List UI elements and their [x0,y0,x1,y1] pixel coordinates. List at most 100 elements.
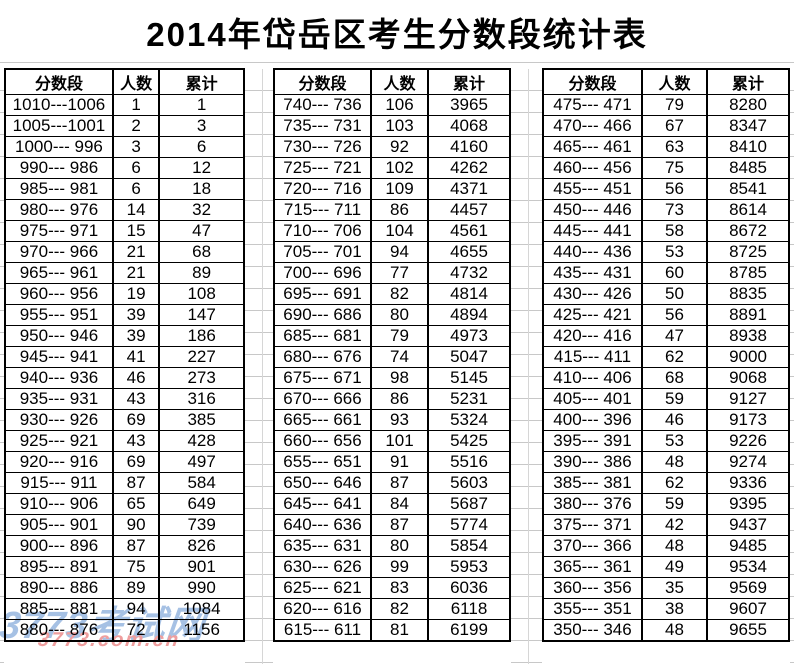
table-row: 650--- 646 87 5603 [273,472,511,494]
count-cell: 79 [370,325,429,347]
count-cell: 43 [111,430,161,452]
count-cell: 72 [111,619,161,642]
table-row: 965--- 961 21 89 [4,262,245,284]
col-header-cumulative: 累计 [158,68,245,95]
score-range-cell: 475--- 471 [542,94,643,116]
table-row: 940--- 936 46 273 [4,367,245,389]
table-row: 925--- 921 43 428 [4,430,245,452]
score-range-cell: 955--- 951 [4,304,114,326]
count-cell: 39 [111,304,161,326]
col-header-score-range: 分数段 [542,68,643,95]
table-row: 730--- 726 92 4160 [273,136,511,158]
col-header-count: 人数 [370,68,429,95]
cumulative-cell: 497 [158,451,245,473]
table-row: 890--- 886 89 990 [4,577,245,599]
count-cell: 99 [370,556,429,578]
score-range-cell: 885--- 881 [4,598,114,620]
count-cell: 94 [111,598,161,620]
table-row: 660--- 656 101 5425 [273,430,511,452]
score-range-cell: 930--- 926 [4,409,114,431]
score-range-cell: 460--- 456 [542,157,643,179]
count-cell: 21 [111,241,161,263]
count-cell: 86 [370,199,429,221]
table-row: 385--- 381 62 9336 [542,472,790,494]
score-range-cell: 645--- 641 [273,493,372,515]
cumulative-cell: 5687 [427,493,511,515]
col-header-cumulative: 累计 [427,68,511,95]
cumulative-cell: 6118 [427,598,511,620]
count-cell: 80 [370,304,429,326]
score-range-cell: 455--- 451 [542,178,643,200]
count-cell: 60 [641,262,708,284]
score-range-cell: 925--- 921 [4,430,114,452]
count-cell: 82 [370,598,429,620]
score-range-cell: 400--- 396 [542,409,643,431]
table-row: 645--- 641 84 5687 [273,493,511,515]
table-row: 720--- 716 109 4371 [273,178,511,200]
count-cell: 109 [370,178,429,200]
score-range-cell: 945--- 941 [4,346,114,368]
table-row: 410--- 406 68 9068 [542,367,790,389]
table-row: 435--- 431 60 8785 [542,262,790,284]
score-range-cell: 715--- 711 [273,199,372,221]
table-row: 445--- 441 58 8672 [542,220,790,242]
table-row: 690--- 686 80 4894 [273,304,511,326]
count-cell: 82 [370,283,429,305]
score-range-cell: 935--- 931 [4,388,114,410]
count-cell: 67 [641,115,708,137]
cumulative-cell: 4457 [427,199,511,221]
score-range-cell: 940--- 936 [4,367,114,389]
table-row: 1000--- 996 3 6 [4,136,245,158]
cumulative-cell: 4160 [427,136,511,158]
score-range-cell: 360--- 356 [542,577,643,599]
count-cell: 62 [641,472,708,494]
count-cell: 58 [641,220,708,242]
score-range-cell: 720--- 716 [273,178,372,200]
cumulative-cell: 8891 [706,304,790,326]
score-range-cell: 365--- 361 [542,556,643,578]
cumulative-cell: 3965 [427,94,511,116]
table-row: 735--- 731 103 4068 [273,115,511,137]
count-cell: 48 [641,451,708,473]
score-range-cell: 895--- 891 [4,556,114,578]
cumulative-cell: 3 [158,115,245,137]
score-range-cell: 975--- 971 [4,220,114,242]
col-header-count: 人数 [641,68,708,95]
score-range-cell: 415--- 411 [542,346,643,368]
col-header-cumulative: 累计 [706,68,790,95]
score-range-cell: 410--- 406 [542,367,643,389]
score-range-cell: 660--- 656 [273,430,372,452]
table-row: 695--- 691 82 4814 [273,283,511,305]
count-cell: 83 [370,577,429,599]
table-row: 440--- 436 53 8725 [542,241,790,263]
score-range-cell: 970--- 966 [4,241,114,263]
cumulative-cell: 5145 [427,367,511,389]
score-range-cell: 670--- 666 [273,388,372,410]
cumulative-cell: 47 [158,220,245,242]
score-range-cell: 620--- 616 [273,598,372,620]
cumulative-cell: 826 [158,535,245,557]
table-row: 945--- 941 41 227 [4,346,245,368]
count-cell: 3 [111,136,161,158]
count-cell: 56 [641,178,708,200]
count-cell: 87 [370,514,429,536]
count-cell: 80 [370,535,429,557]
score-range-cell: 985--- 981 [4,178,114,200]
table-row: 465--- 461 63 8410 [542,136,790,158]
table-row: 360--- 356 35 9569 [542,577,790,599]
score-range-cell: 425--- 421 [542,304,643,326]
table-row: 455--- 451 56 8541 [542,178,790,200]
cumulative-cell: 901 [158,556,245,578]
table-row: 680--- 676 74 5047 [273,346,511,368]
count-cell: 2 [111,115,161,137]
table-row: 675--- 671 98 5145 [273,367,511,389]
table-row: 635--- 631 80 5854 [273,535,511,557]
cumulative-cell: 186 [158,325,245,347]
count-cell: 62 [641,346,708,368]
table-row: 700--- 696 77 4732 [273,262,511,284]
score-range-cell: 470--- 466 [542,115,643,137]
count-cell: 14 [111,199,161,221]
table-row: 930--- 926 69 385 [4,409,245,431]
count-cell: 50 [641,283,708,305]
cumulative-cell: 649 [158,493,245,515]
